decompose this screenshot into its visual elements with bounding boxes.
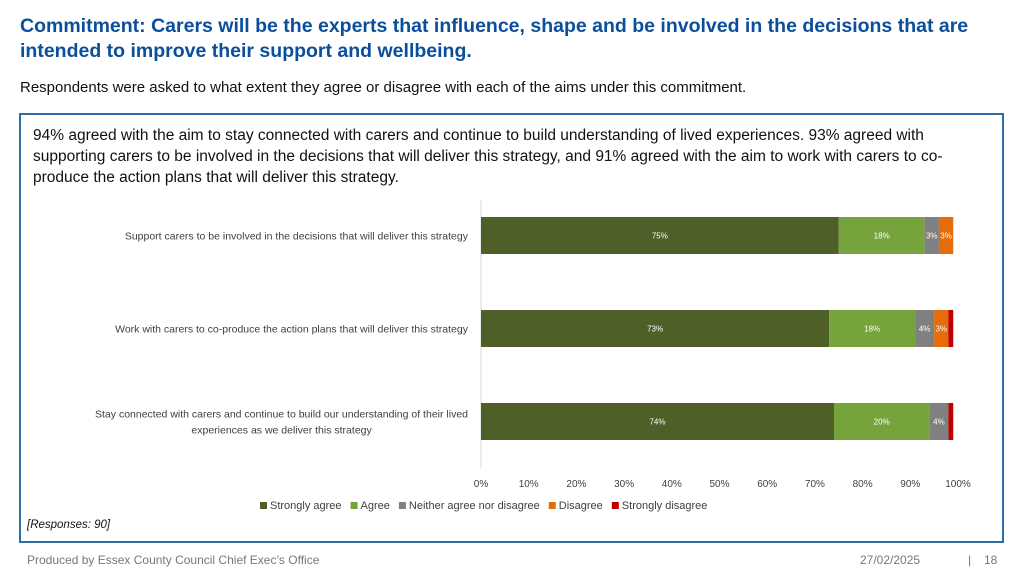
category-labels: Support carers to be involved in the dec… bbox=[95, 231, 469, 437]
bar-strongly-disagree-2 bbox=[948, 310, 954, 347]
x-tick-label: 80% bbox=[853, 479, 873, 490]
x-tick-label: 0% bbox=[474, 479, 489, 490]
x-tick-label: 70% bbox=[805, 479, 825, 490]
x-tick-label: 20% bbox=[566, 479, 586, 490]
data-label: 75% bbox=[652, 232, 668, 241]
x-tick-label: 100% bbox=[945, 479, 971, 490]
bar-agree-3 bbox=[833, 403, 930, 440]
footer-page-number: 18 bbox=[984, 553, 998, 567]
category-label: experiences as we deliver this strategy bbox=[191, 425, 372, 437]
page-subtitle: Respondents were asked to what extent th… bbox=[20, 79, 747, 96]
legend-label: Strongly disagree bbox=[622, 500, 708, 512]
bar-disagree-1 bbox=[938, 217, 954, 254]
bar-neither-agree-nor-disagree-3 bbox=[929, 403, 949, 440]
page-title: Commitment: Carers will be the experts t… bbox=[20, 15, 969, 62]
legend-swatch bbox=[350, 502, 358, 509]
category-label: Work with carers to co-produce the actio… bbox=[115, 324, 469, 336]
x-tick-label: 90% bbox=[900, 479, 920, 490]
responses-note: [Responses: 90] bbox=[27, 519, 111, 531]
legend-label: Strongly agree bbox=[270, 500, 342, 512]
legend-label: Neither agree nor disagree bbox=[409, 500, 540, 512]
bars-layer: 75% 18% 3% 3%73% 18% 4% 3%74% 20% 4% bbox=[480, 200, 954, 468]
bar-neither-agree-nor-disagree-2 bbox=[915, 310, 935, 347]
data-label: 73% bbox=[647, 325, 663, 334]
bar-disagree-2 bbox=[934, 310, 949, 347]
bar-strongly-disagree-3 bbox=[948, 403, 954, 440]
legend: Strongly agree Agree Neither agree nor dis… bbox=[260, 500, 707, 512]
x-tick-label: 50% bbox=[709, 479, 729, 490]
x-tick-label: 40% bbox=[662, 479, 682, 490]
data-label: 3% bbox=[936, 325, 948, 334]
legend-swatch bbox=[260, 502, 267, 509]
legend-swatch bbox=[398, 502, 406, 509]
category-label: Stay connected with carers and continue … bbox=[95, 409, 468, 421]
data-label: 4% bbox=[933, 418, 945, 427]
data-label: 3% bbox=[940, 232, 952, 241]
bar-agree-2 bbox=[829, 310, 916, 347]
bar-strongly-agree-2 bbox=[481, 310, 830, 347]
x-axis-ticks: 0% 10% 20% 30% 40% 50% 60% 70% 80% 90% 100% bbox=[474, 479, 971, 490]
footer-separator: | bbox=[968, 553, 972, 567]
footer-date: 27/02/2025 bbox=[860, 553, 921, 567]
legend-label: Agree bbox=[361, 500, 390, 512]
legend-swatch bbox=[548, 502, 556, 509]
legend-swatch bbox=[611, 502, 619, 509]
data-label: 3% bbox=[926, 232, 938, 241]
data-label: 4% bbox=[919, 325, 931, 334]
data-label: 18% bbox=[874, 232, 890, 241]
bar-strongly-agree-1 bbox=[481, 217, 839, 254]
legend-label: Disagree bbox=[559, 500, 603, 512]
data-label: 18% bbox=[864, 325, 880, 334]
bar-strongly-agree-3 bbox=[481, 403, 834, 440]
footer-produced-by: Produced by Essex County Council Chief E… bbox=[27, 553, 320, 567]
bar-neither-agree-nor-disagree-1 bbox=[924, 217, 939, 254]
x-tick-label: 10% bbox=[519, 479, 539, 490]
summary-text: 94% agreed with the aim to stay connecte… bbox=[33, 127, 943, 186]
bar-agree-1 bbox=[838, 217, 925, 254]
data-label: 20% bbox=[874, 418, 890, 427]
x-tick-label: 60% bbox=[757, 479, 777, 490]
data-label: 74% bbox=[649, 418, 665, 427]
category-label: Support carers to be involved in the dec… bbox=[125, 231, 469, 243]
x-tick-label: 30% bbox=[614, 479, 634, 490]
